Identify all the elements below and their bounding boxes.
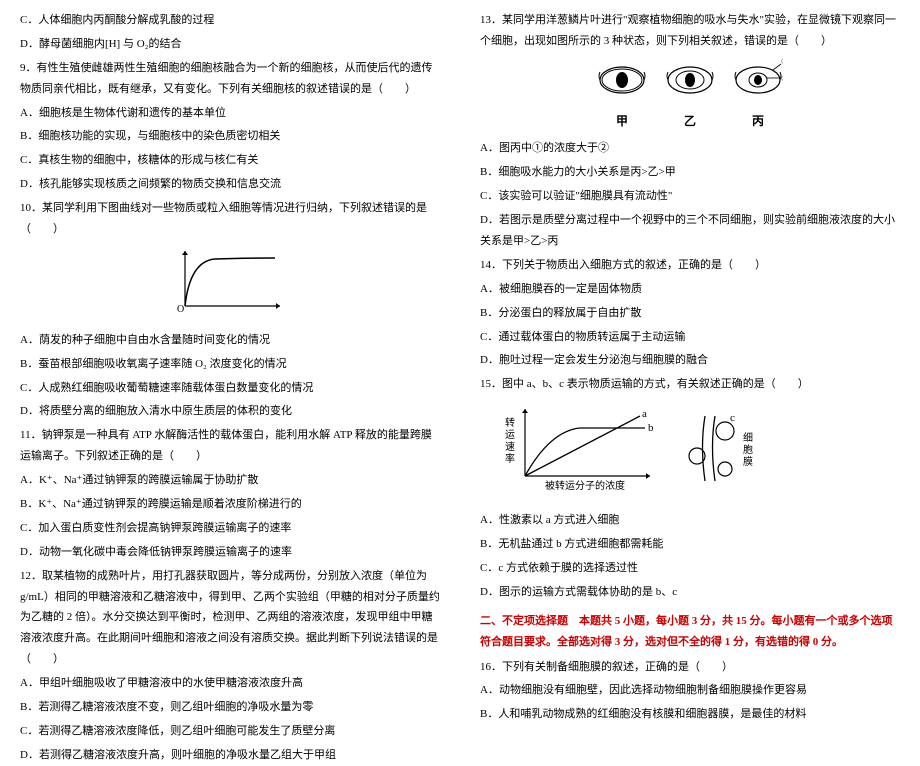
q14-stem: 14．下列关于物质出入细胞方式的叙述，正确的是（ ） [480,255,900,276]
q12-stem: 12．取某植物的成熟叶片，用打孔器获取圆片，等分成两份，分别放入浓度（单位为 g… [20,566,440,670]
curve-label-a: a [642,408,647,420]
q8-option-d: D．酵母菌细胞内[H] 与 O₂的结合 [20,34,440,55]
q13-option-a: A．图丙中①的浓度大于② [480,138,900,159]
q10-option-b: B．蚕苗根部细胞吸收氧离子速率随 O₂ 浓度变化的情况 [20,354,440,375]
q10-curve-diagram: O [20,246,440,324]
q10-option-c: C．人成熟红细胞吸收葡萄糖速率随载体蛋白数量变化的情况 [20,378,440,399]
q11-option-d: D．动物一氧化碳中毒会降低钠钾泵跨膜运输离子的速率 [20,542,440,563]
q15-stem: 15．图中 a、b、c 表示物质运输的方式，有关叙述正确的是（ ） [480,374,900,395]
q15-option-c: C．c 方式依赖于膜的选择透过性 [480,558,900,579]
q12-option-b: B．若测得乙糖溶液浓度不变，则乙组叶细胞的净吸水量为零 [20,697,440,718]
q10-option-d: D．将质壁分离的细胞放入清水中原生质层的体积的变化 [20,401,440,422]
q12-option-c: C．若测得乙糖溶液浓度降低，则乙组叶细胞可能发生了质壁分离 [20,721,440,742]
svg-text:运: 运 [505,429,515,441]
svg-text:胞: 胞 [743,444,753,456]
q11-option-b: B．K⁺、Na⁺通过钠钾泵的跨膜运输是顺着浓度阶梯进行的 [20,494,440,515]
q9-stem: 9．有性生殖使雌雄两性生殖细胞的细胞核融合为一个新的细胞核，从而使后代的遗传物质… [20,58,440,100]
axis-origin-label: O [177,304,184,315]
svg-text:①: ① [781,58,783,66]
q8-option-c: C．人体细胞内丙酮酸分解成乳酸的过程 [20,10,440,31]
cell-label-jia: 甲 [597,110,647,133]
x-axis-label: 被转运分子的浓度 [545,479,625,492]
curve-label-c: c [730,412,735,424]
q14-option-c: C．通过载体蛋白的物质转运属于主动运输 [480,327,900,348]
q14-option-a: A．被细胞膜吞的一定是固体物质 [480,279,900,300]
q11-option-c: C．加入蛋白质变性剂会提高钠钾泵跨膜运输离子的速率 [20,518,440,539]
cell-label-yi: 乙 [665,110,715,133]
q15-option-d: D．图示的运输方式需载体协助的是 b、c [480,582,900,603]
q13-stem: 13．某同学用洋葱鳞片叶进行"观察植物细胞的吸水与失水"实验，在显微镜下观察同一… [480,10,900,52]
q16-option-b: B．人和哺乳动物成熟的红细胞没有核膜和细胞器膜，是最佳的材料 [480,704,900,725]
svg-text:速: 速 [505,441,515,453]
q13-option-b: B．细胞吸水能力的大小关系是丙>乙>甲 [480,162,900,183]
q16-option-a: A．动物细胞没有细胞壁，因此选择动物细胞制备细胞膜操作更容易 [480,680,900,701]
q9-option-c: C．真核生物的细胞中，核糖体的形成与核仁有关 [20,150,440,171]
y-axis-label-1: 转 [505,416,515,429]
q12-option-a: A．甲组叶细胞吸收了甲糖溶液中的水使甲糖溶液浓度升高 [20,673,440,694]
q9-option-d: D．核孔能够实现核质之间频繁的物质交换和信息交流 [20,174,440,195]
q15-option-b: B．无机盐通过 b 方式进细胞都需耗能 [480,534,900,555]
svg-text:率: 率 [505,452,515,465]
cell-label-bing: 丙 [733,110,783,133]
q13-option-c: C．该实验可以验证"细胞膜具有流动性" [480,186,900,207]
q12-option-d: D．若测得乙糖溶液浓度升高，则叶细胞的净吸水量乙组大于甲组 [20,745,440,766]
q10-stem: 10．某同学利用下图曲线对一些物质或粒入细胞等情况进行归纳，下列叙述错误的是（ … [20,198,440,240]
q14-option-b: B．分泌蛋白的释放属于自由扩散 [480,303,900,324]
q13-option-d: D．若图示是质壁分离过程中一个视野中的三个不同细胞，则实验前细胞液浓度的大小关系… [480,210,900,252]
q11-option-a: A．K⁺、Na⁺通过钠钾泵的跨膜运输属于协助扩散 [20,470,440,491]
section-two-title: 二、不定项选择题 本题共 5 小题，每小题 3 分，共 15 分。每小题有一个或… [480,611,900,653]
right-column: 13．某同学用洋葱鳞片叶进行"观察植物细胞的吸水与失水"实验，在显微镜下观察同一… [460,0,920,651]
left-column: C．人体细胞内丙酮酸分解成乳酸的过程 D．酵母菌细胞内[H] 与 O₂的结合 9… [0,0,460,651]
q14-option-d: D．胞吐过程一定会发生分泌泡与细胞膜的融合 [480,350,900,371]
q10-option-a: A．荫发的种子细胞中自由水含量随时间变化的情况 [20,330,440,351]
q15-diagram: a b 转 运 速 率 被转运分子的浓度 c 细 胞 膜 [480,401,900,504]
q11-stem: 11．钠钾泵是一种具有 ATP 水解酶活性的载体蛋白，能利用水解 ATP 释放的… [20,425,440,467]
svg-text:膜: 膜 [743,456,753,468]
q13-cell-diagram: 甲 乙 ① ② 丙 [480,58,900,133]
q15-option-a: A．性激素以 a 方式进入细胞 [480,510,900,531]
q16-stem: 16．下列有关制备细胞膜的叙述，正确的是（ ） [480,657,900,678]
membrane-label-1: 细 [743,431,753,444]
q9-option-b: B．细胞核功能的实现，与细胞核中的染色质密切相关 [20,126,440,147]
q9-option-a: A．细胞核是生物体代谢和遗传的基本单位 [20,103,440,124]
curve-label-b: b [648,422,654,434]
